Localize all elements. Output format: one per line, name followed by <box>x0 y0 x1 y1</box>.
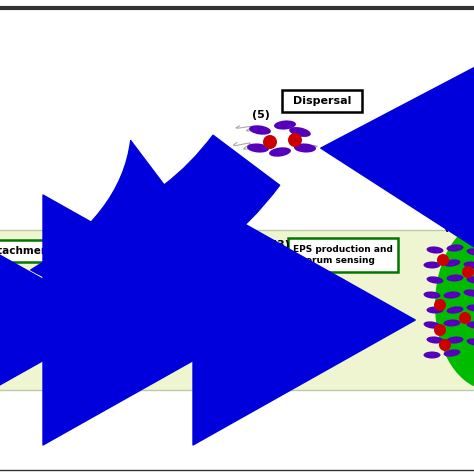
Text: Growth and division
Production of flagella,
pili shut off: Growth and division Production of flagel… <box>144 245 257 275</box>
Ellipse shape <box>466 304 474 311</box>
Ellipse shape <box>249 125 271 135</box>
Circle shape <box>437 254 449 266</box>
Ellipse shape <box>435 220 474 390</box>
Ellipse shape <box>294 144 316 153</box>
Ellipse shape <box>330 304 350 312</box>
Ellipse shape <box>447 245 464 252</box>
Circle shape <box>462 266 474 278</box>
Ellipse shape <box>188 301 208 310</box>
Ellipse shape <box>340 288 360 296</box>
Ellipse shape <box>447 337 464 344</box>
Ellipse shape <box>464 262 474 269</box>
FancyBboxPatch shape <box>143 238 258 282</box>
Circle shape <box>151 321 165 335</box>
Ellipse shape <box>427 276 444 283</box>
Ellipse shape <box>274 120 296 129</box>
Ellipse shape <box>346 304 366 312</box>
Text: EPS production and
quorum sensing: EPS production and quorum sensing <box>293 246 393 264</box>
Ellipse shape <box>444 319 460 327</box>
Ellipse shape <box>427 337 444 344</box>
Ellipse shape <box>288 292 308 300</box>
Circle shape <box>439 339 451 351</box>
Ellipse shape <box>444 349 460 356</box>
Ellipse shape <box>306 286 326 294</box>
Ellipse shape <box>427 307 444 313</box>
Circle shape <box>301 278 315 292</box>
Ellipse shape <box>145 316 165 324</box>
Text: (2): (2) <box>127 240 145 250</box>
Ellipse shape <box>145 294 165 302</box>
Ellipse shape <box>444 292 460 299</box>
Ellipse shape <box>466 248 474 255</box>
Text: (4): (4) <box>444 222 462 232</box>
Ellipse shape <box>295 304 315 312</box>
Text: (5): (5) <box>252 110 270 120</box>
Text: attachment: attachment <box>0 246 54 256</box>
Text: Dispersal: Dispersal <box>293 96 351 106</box>
Ellipse shape <box>180 290 200 298</box>
Text: (3): (3) <box>272 240 290 250</box>
Ellipse shape <box>295 316 315 324</box>
Circle shape <box>434 324 446 336</box>
Ellipse shape <box>424 292 440 299</box>
Ellipse shape <box>348 314 368 322</box>
Ellipse shape <box>466 338 474 346</box>
Ellipse shape <box>269 147 291 157</box>
Ellipse shape <box>464 289 474 297</box>
Ellipse shape <box>324 291 344 300</box>
FancyBboxPatch shape <box>288 238 398 272</box>
Ellipse shape <box>423 352 440 358</box>
Ellipse shape <box>247 144 269 153</box>
Ellipse shape <box>185 314 205 322</box>
Circle shape <box>434 299 446 311</box>
Ellipse shape <box>427 246 444 254</box>
Circle shape <box>263 135 277 149</box>
FancyBboxPatch shape <box>282 90 362 112</box>
Ellipse shape <box>466 321 474 328</box>
Ellipse shape <box>289 127 311 137</box>
Ellipse shape <box>330 316 350 324</box>
Ellipse shape <box>165 318 185 326</box>
Circle shape <box>158 278 172 292</box>
Ellipse shape <box>423 262 440 268</box>
FancyBboxPatch shape <box>0 240 80 262</box>
Circle shape <box>288 133 302 147</box>
Circle shape <box>338 321 352 335</box>
Circle shape <box>351 293 365 307</box>
Circle shape <box>333 278 347 292</box>
Ellipse shape <box>312 304 332 312</box>
Ellipse shape <box>152 306 172 314</box>
Ellipse shape <box>444 259 460 267</box>
Circle shape <box>459 312 471 324</box>
Bar <box>0 230 474 390</box>
Ellipse shape <box>0 315 7 325</box>
Ellipse shape <box>466 276 474 283</box>
Ellipse shape <box>424 321 440 328</box>
Ellipse shape <box>312 318 332 326</box>
Circle shape <box>308 321 322 335</box>
Ellipse shape <box>162 286 182 294</box>
Ellipse shape <box>447 306 464 314</box>
Circle shape <box>183 279 197 293</box>
Ellipse shape <box>170 304 190 312</box>
Ellipse shape <box>447 274 464 282</box>
